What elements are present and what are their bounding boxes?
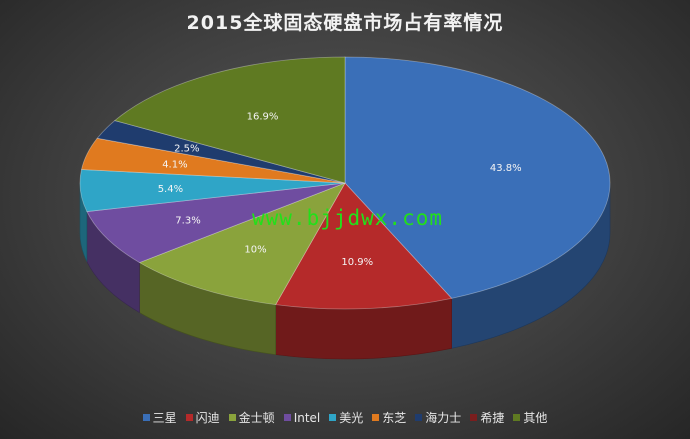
- legend-swatch: [185, 414, 193, 421]
- legend-swatch: [470, 414, 478, 421]
- pie-slice-6: [96, 120, 346, 184]
- legend-item-8: 其他: [513, 409, 547, 426]
- pie-slice-2: [138, 182, 346, 306]
- data-label-8: 16.9%: [247, 111, 279, 122]
- data-label-6: 2.5%: [174, 144, 199, 155]
- pie-slice-1: [275, 182, 453, 310]
- pie-slice-8: [113, 56, 346, 184]
- legend-swatch: [513, 414, 521, 421]
- legend-item-5: 东芝: [372, 409, 406, 426]
- data-label-1: 10.9%: [341, 257, 373, 268]
- legend-label: Intel: [293, 410, 321, 425]
- pie-slice-4: [79, 169, 346, 213]
- data-label-4: 5.4%: [158, 184, 183, 195]
- legend-label: 闪迪: [195, 411, 220, 425]
- legend-item-2: 金士顿: [228, 409, 275, 426]
- data-label-3: 7.3%: [175, 216, 200, 227]
- legend-label: 海力士: [425, 411, 462, 425]
- legend-swatch: [415, 414, 423, 421]
- legend-label: 东芝: [382, 411, 407, 425]
- legend-item-0: 三星: [142, 409, 177, 426]
- pie-slice-3: [86, 182, 346, 264]
- legend-swatch: [329, 414, 337, 421]
- legend-item-6: 海力士: [415, 409, 461, 426]
- legend-label: 三星: [152, 411, 177, 425]
- chart-legend: 三星 闪迪 金士顿 Intel 美光 东芝 海力士 希捷 其他: [0, 409, 690, 426]
- legend-item-4: 美光: [329, 409, 363, 426]
- legend-item-1: 闪迪: [185, 409, 220, 426]
- data-label-0: 43.8%: [490, 163, 522, 174]
- pie-slice-0: [344, 56, 611, 299]
- legend-label: 金士顿: [238, 411, 275, 425]
- data-label-2: 10%: [244, 245, 266, 256]
- legend-item-7: 希捷: [470, 409, 504, 426]
- pie-slice-5: [81, 137, 346, 184]
- legend-swatch: [283, 414, 291, 421]
- watermark-text: www.bjjdwx.com: [252, 206, 444, 230]
- legend-label: 希捷: [480, 411, 505, 425]
- legend-swatch: [372, 414, 380, 421]
- data-label-5: 4.1%: [162, 160, 187, 171]
- legend-swatch: [228, 414, 236, 421]
- legend-swatch: [142, 414, 150, 421]
- legend-label: 其他: [523, 411, 548, 425]
- legend-label: 美光: [339, 411, 364, 425]
- chart-title: 2015全球固态硬盘市场占有率情况: [186, 12, 504, 34]
- legend-item-3: Intel: [283, 410, 321, 425]
